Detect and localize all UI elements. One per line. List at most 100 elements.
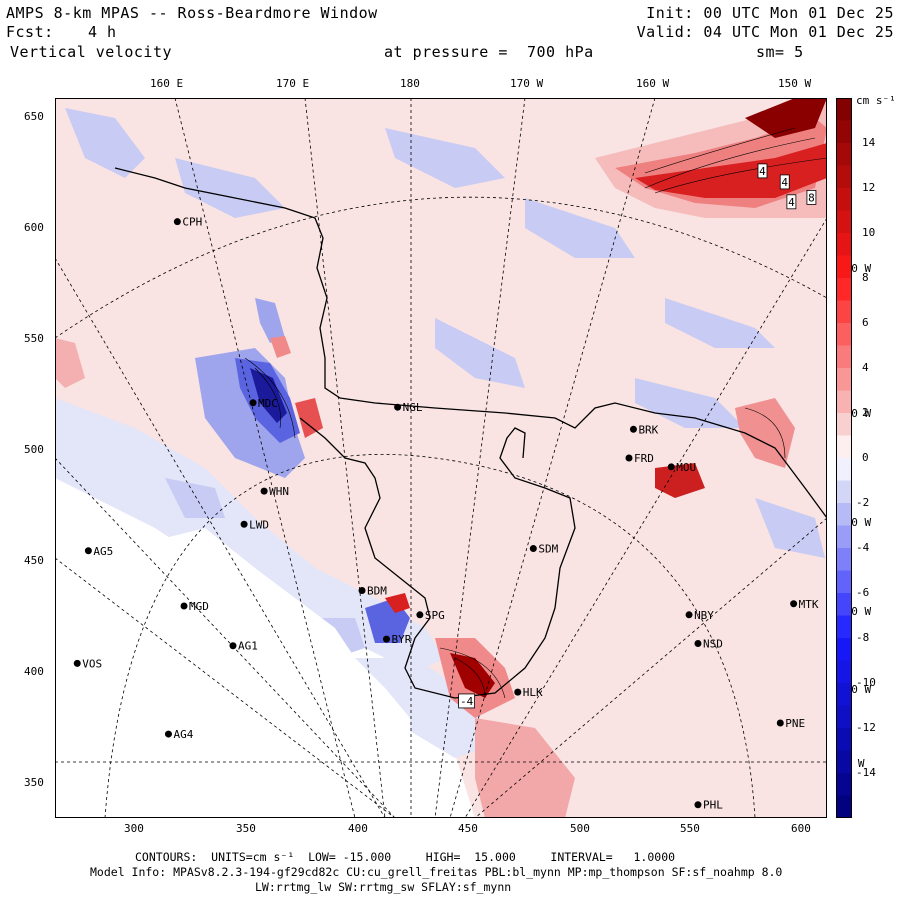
colorbar-step [836, 548, 852, 571]
y-tick-label: 400 [24, 665, 44, 678]
station-label: SPG [425, 609, 445, 622]
station-pne: PNE [776, 717, 805, 730]
colorbar-step [836, 255, 852, 279]
x-tick-label: 550 [680, 822, 700, 835]
station-ag4: AG4 [164, 728, 194, 741]
colorbar-step [836, 323, 852, 346]
station-bdm: BDM [358, 585, 387, 598]
colorbar-tick-label: -4 [856, 541, 870, 554]
colorbar-step [836, 570, 852, 594]
station-nby: NBY [685, 609, 714, 622]
positive-feature [475, 718, 575, 818]
weak-negative-band [55, 398, 445, 673]
colorbar-step [836, 503, 852, 526]
y-tick-label: 550 [24, 332, 44, 345]
station-label: BDM [367, 585, 387, 598]
station-marker [229, 642, 237, 650]
no-data-region [55, 518, 413, 818]
colorbar-step [836, 165, 852, 189]
map-frame [55, 98, 827, 818]
station-label: AG1 [238, 640, 258, 653]
station-marker [382, 635, 390, 643]
x-tick-label: 450 [458, 822, 478, 835]
forecast-hour: 4 h [88, 23, 117, 41]
colorbar-step [836, 368, 852, 391]
y-tick-label: 500 [24, 443, 44, 456]
negative-streak [435, 318, 525, 388]
station-frd: FRD [625, 452, 654, 465]
station-mou: MOU [667, 461, 696, 474]
x-tick-label: 500 [570, 822, 590, 835]
station-spg: SPG [416, 609, 445, 622]
colorbar-step [836, 750, 852, 774]
colorbar-step [836, 480, 852, 504]
colorbar [836, 98, 852, 818]
coastline [114, 167, 827, 699]
x-tick-label: 400 [348, 822, 368, 835]
top-lon-label: 150 W [778, 77, 812, 90]
station-label: BYR [391, 633, 411, 646]
station-ag1: AG1 [229, 640, 258, 653]
map-title: AMPS 8-km MPAS -- Ross-Beardmore Window [6, 4, 378, 22]
colorbar-step [836, 615, 852, 639]
station-marker [776, 719, 784, 727]
positive-band-core [635, 143, 827, 198]
station-marker [625, 454, 633, 462]
colorbar-tick-label: 2 [862, 406, 869, 419]
positive-core [270, 336, 291, 358]
contour-label-box [779, 174, 790, 190]
station-mtk: MTK [790, 598, 819, 611]
station-sdm: SDM [529, 543, 559, 556]
station-byr: BYR [382, 633, 412, 646]
station-label: NGL [403, 401, 423, 414]
station-marker [514, 688, 522, 696]
station-vos: VOS [73, 657, 102, 670]
colorbar-step [836, 638, 852, 661]
colorbar-step [836, 435, 852, 459]
station-label: MTK [799, 598, 819, 611]
top-lon-label: 160 W [636, 77, 670, 90]
station-whn: WHN [260, 485, 289, 498]
station-marker [240, 520, 248, 528]
station-marker [529, 545, 537, 553]
station-label: HLK [523, 686, 543, 699]
init-time: Init: 00 UTC Mon 01 Dec 25 [646, 4, 894, 22]
positive-core [295, 398, 323, 438]
colorbar-tick-label: 6 [862, 316, 869, 329]
positive-feature [735, 398, 795, 468]
contour-info: CONTOURS: UNITS=cm s⁻¹ LOW= -15.000 HIGH… [135, 850, 676, 864]
station-marker [667, 463, 675, 471]
negative-streak [385, 128, 505, 188]
negative-streak [165, 478, 225, 518]
negative-lobe-max [250, 368, 287, 423]
beardmore-positive-cell [385, 593, 410, 613]
colorbar-tick-label: -10 [856, 676, 876, 689]
station-label: NBY [694, 609, 714, 622]
contour-label-box [458, 693, 475, 709]
colorbar-step [836, 413, 852, 436]
station-ag5: AG5 [84, 545, 113, 558]
physics-info: LW:rrtmg_lw SW:rrtmg_sw SFLAY:sf_mynn [255, 880, 512, 894]
colorbar-step [836, 390, 852, 414]
station-marker [249, 399, 257, 407]
x-tick-label: 600 [791, 822, 811, 835]
negative-streak [755, 498, 825, 558]
station-marker [173, 218, 181, 226]
station-label: MDC [258, 397, 278, 410]
station-marker [685, 611, 693, 619]
colorbar-tick-label: 12 [862, 181, 876, 194]
forecast-label: Fcst: [6, 23, 54, 41]
valid-time: Valid: 04 UTC Mon 01 Dec 25 [636, 23, 894, 41]
colorbar-tick-label: 4 [862, 361, 869, 374]
colorbar-step [836, 120, 852, 144]
colorbar-step [836, 458, 852, 481]
station-marker [180, 602, 188, 610]
station-label: PNE [785, 717, 805, 730]
negative-streak [665, 298, 775, 348]
colorbar-step [836, 300, 852, 324]
negative-streak [635, 378, 745, 428]
station-marker [84, 547, 92, 555]
colorbar-step [836, 278, 852, 301]
colorbar-tick-label: 0 [862, 451, 869, 464]
station-label: AG5 [93, 545, 113, 558]
